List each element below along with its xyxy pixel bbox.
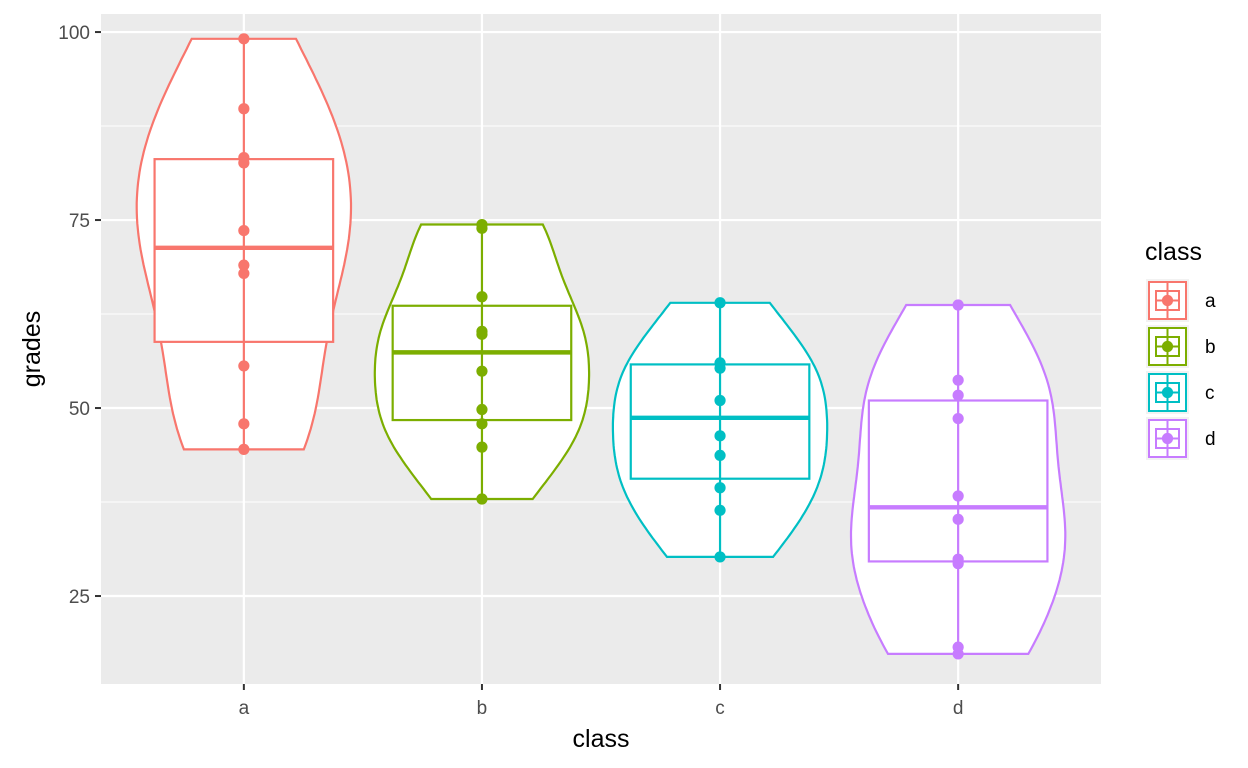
data-point-a [238,33,250,45]
legend-key-d [1146,417,1189,460]
legend-label: d [1205,429,1216,450]
data-point-a [238,157,250,169]
y-axis-title: grades [18,311,46,387]
data-point-c [714,551,726,563]
data-point-a [238,224,250,237]
legend: class a b c d [1145,238,1216,460]
data-point-c [714,482,726,494]
data-point-a [238,103,250,115]
legend-key-a [1146,279,1189,322]
legend-label: b [1205,337,1216,358]
data-point-b [476,441,488,453]
data-point-a [238,259,250,271]
data-points [238,33,964,660]
boxplots [153,38,1049,654]
legend-key-point [1161,340,1174,353]
x-tick-label: a [239,698,250,719]
data-point-b [476,291,488,303]
x-axis-ticks: a b c d [239,684,964,719]
legend-label: a [1205,291,1216,312]
x-tick-label: c [715,698,725,719]
data-point-d [952,648,964,660]
y-tick-label: 100 [58,23,90,44]
y-tick-label: 75 [69,211,90,232]
data-point-b [476,493,488,505]
x-tick-label: d [953,698,964,719]
data-point-c [714,297,726,309]
data-point-b [476,418,488,430]
x-tick-label: b [477,698,488,719]
data-point-d [952,374,964,386]
legend-key-point [1161,432,1174,445]
data-point-b [476,328,488,340]
legend-label: c [1205,383,1215,404]
data-point-a [238,267,250,280]
x-axis-title: class [573,725,630,753]
data-point-c [714,449,726,462]
data-point-c [714,362,726,374]
data-point-a [238,443,250,455]
y-axis-ticks: 25 50 75 100 [58,23,101,608]
data-point-c [714,394,726,407]
data-point-d [952,558,964,570]
data-point-c [714,504,726,516]
data-point-d [952,389,964,401]
data-point-a [238,360,250,372]
data-point-b [476,222,488,234]
legend-key-b [1146,325,1189,368]
data-point-d [952,299,964,311]
legend-key-point [1161,386,1174,399]
y-tick-label: 25 [69,587,90,608]
data-point-b [476,403,488,416]
data-point-a [238,418,250,430]
legend-title: class [1145,238,1202,266]
y-tick-label: 50 [69,399,90,420]
data-point-b [476,365,488,377]
legend-key-c [1146,371,1189,414]
data-point-d [952,513,964,525]
data-point-d [952,490,964,502]
legend-key-point [1161,294,1174,307]
data-point-c [714,430,726,442]
data-point-d [952,412,964,425]
